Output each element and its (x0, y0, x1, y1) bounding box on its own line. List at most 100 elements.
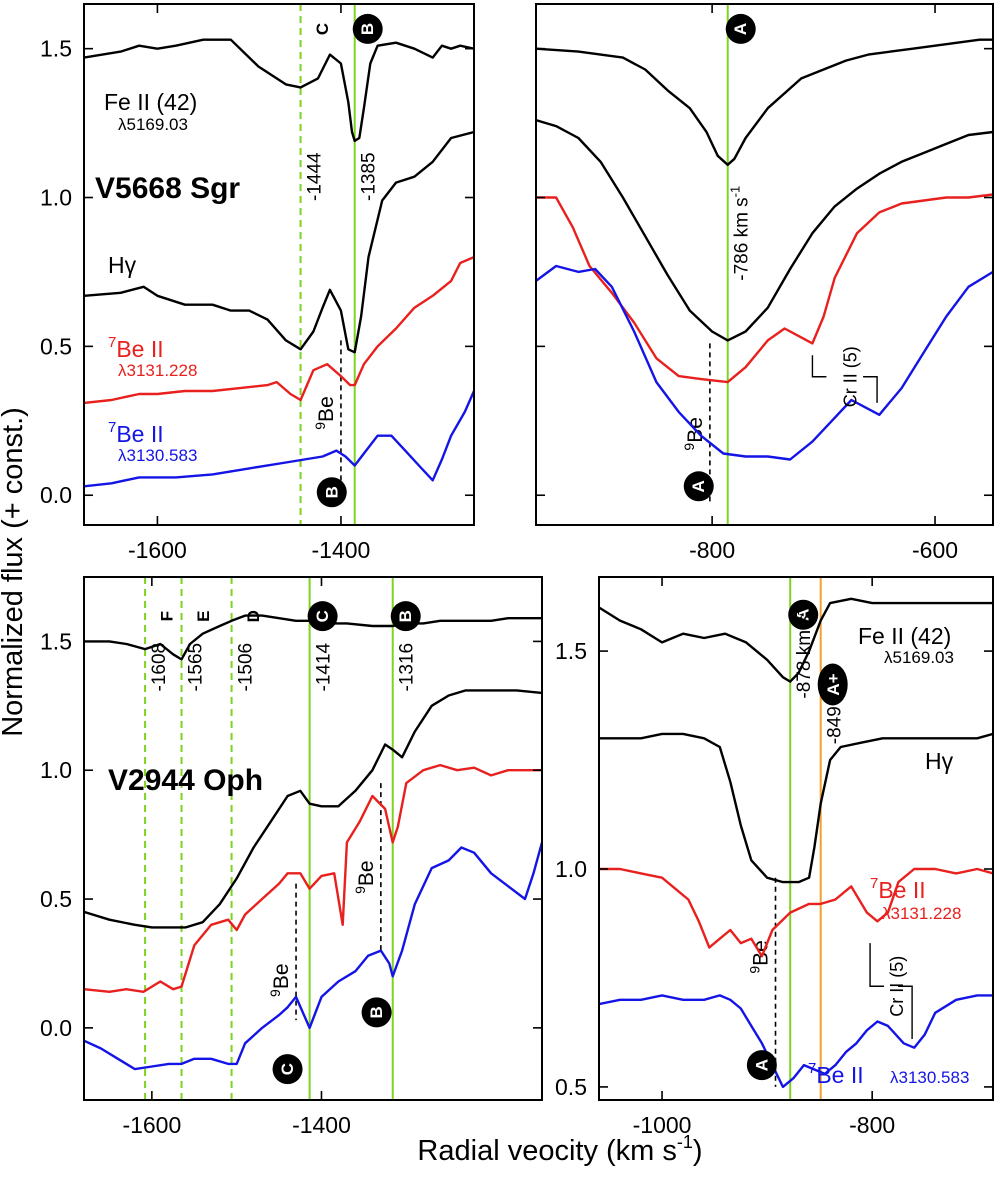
p4-xtick-label-0: -1000 (633, 1112, 692, 1138)
p2-be9-sup-0: 9 (681, 443, 697, 451)
p1-be7-blue-name: Be II (116, 421, 163, 447)
p1-comp-badge-1 (352, 13, 383, 44)
p4-feii-wavelength: λ5169.03 (884, 648, 954, 667)
p2-series-2-red (536, 193, 993, 384)
p2-bracket-label: Cr II (5) (841, 346, 861, 407)
p3-velocity-text-3: -1414 (314, 642, 335, 691)
p3-velocity-label-4: -1316 (397, 643, 418, 692)
p1-hgamma-label: Hγ (108, 252, 137, 278)
p2-comp-letter-0: A (731, 23, 750, 35)
p4-labels: Fe II (42) λ5169.03 Hγ 7Be II λ3131.228 … (808, 623, 969, 1088)
p1-velocity-label-1: -1385 (359, 152, 380, 201)
p1-velocity-text-1: -1385 (359, 152, 380, 201)
p1-xtick-label-0: -1600 (128, 537, 187, 563)
p2-frame (535, 3, 994, 526)
p4-comp-letter-0: A (794, 609, 813, 621)
p4-bracket-right (898, 985, 913, 1039)
p4-be9-sup-0: 9 (747, 966, 763, 974)
p1-series-3-blue (84, 390, 474, 488)
x-axis-label-end: ) (693, 1135, 703, 1167)
p3-circle-letter-1: B (367, 1006, 386, 1018)
p2-series-group (536, 38, 993, 461)
p3-frame (83, 576, 543, 1101)
p1-be9-sup-0: 9 (312, 422, 328, 430)
p2-xtick-label-1: -600 (912, 537, 958, 563)
p3-xtick-label-1: -1400 (292, 1112, 351, 1138)
p1-comp-letter-0: C (313, 23, 332, 35)
p4-be7-blue-label: 7Be II (808, 1060, 864, 1088)
p1-be9-text-0: Be (315, 396, 338, 422)
p2-series-0-black (536, 38, 993, 166)
p2-bracket-left (811, 355, 827, 378)
p4-series-3-blue (599, 994, 993, 1089)
p2-velocity-sup-0: -1 (728, 186, 743, 198)
p3-comp-letter-2: D (244, 610, 263, 622)
p1-xtick-label-1: -1400 (312, 537, 371, 563)
p4-be7-red-wavelength: λ3131.228 (882, 904, 961, 923)
p4-velocity-sup-0: -1 (790, 604, 805, 616)
p1-feii-wavelength: λ5169.03 (118, 115, 188, 134)
p3-panel: 9Be9BeF-1608E-1565D-1506C-1414B-1316CB-1… (40, 576, 543, 1138)
p2-xtick-label-0: -800 (689, 537, 735, 563)
p4-feii-label: Fe II (42) (858, 623, 951, 649)
p3-series-0-black (84, 614, 542, 661)
p1-panel: 9Be C -1444 B -1385 B -1600 -1400 0.0 0.5 1.0 1.5 (40, 3, 475, 563)
p3-be9-sup-0: 9 (267, 989, 283, 997)
p3-comp-letter-1: E (194, 611, 213, 622)
p4-comp-badge-1 (817, 663, 848, 706)
p1-be7-red-name: Be II (116, 336, 163, 362)
p1-be7-red-label: 7Be II (108, 334, 164, 362)
p4-hgamma-label: Hγ (925, 748, 954, 774)
p3-nova-name: V2944 Oph (108, 764, 263, 797)
p1-comp-letter-1: B (358, 23, 377, 35)
p3-comp-badge-4 (390, 601, 421, 632)
p4-velocity-label-1: -849 (825, 706, 846, 744)
p4-be9-label-0: 9Be (747, 940, 773, 973)
x-axis-label-sup: -1 (677, 1132, 693, 1152)
p4-xtick-label-1: -800 (849, 1112, 895, 1138)
p4-be7-blue-name: Be II (816, 1062, 863, 1088)
p3-velocity-text-2: -1506 (236, 643, 257, 692)
p3-comp-letter-4: B (396, 610, 415, 622)
p1-nova-name: V5668 Sgr (95, 172, 240, 205)
p3-ytick-label-1: 0.5 (40, 886, 72, 912)
p3-velocity-text-0: -1608 (149, 643, 170, 692)
p4-velocity-text-1: -849 (825, 706, 846, 744)
p1-ytick-label-0: 0.0 (40, 482, 72, 508)
p1-velocity-text-0: -1444 (305, 152, 326, 201)
p1-ytick-label-1: 0.5 (40, 333, 72, 359)
p2-series-1-black (536, 118, 993, 342)
p4-ytick-label-1: 1.0 (555, 856, 587, 882)
p2-circle-letter-0: A (689, 480, 708, 492)
p3-circle-badge-1 (361, 997, 392, 1028)
p4-series-0-black (599, 597, 993, 683)
p3-be9-label-1: 9Be (352, 860, 378, 893)
x-axis-label: Radial veocity (km s-1) (417, 1132, 702, 1167)
p4-ytick-label-2: 1.5 (555, 638, 587, 664)
p3-comp-badge-3 (307, 601, 338, 632)
p1-be9-label-0: 9Be (312, 396, 338, 429)
p2-comp-badge-0 (725, 13, 756, 44)
p1-ytick-label-3: 1.5 (40, 36, 72, 62)
p3-velocity-label-1: -1565 (186, 643, 207, 692)
p3-velocity-text-4: -1316 (397, 643, 418, 692)
p2-panel: 9Be A -786 km s-1 A Cr II (5) -800 -600 (535, 3, 994, 563)
p3-velocity-label-0: -1608 (149, 643, 170, 692)
p3-be9-label-0: 9Be (267, 963, 293, 996)
p1-circle-badge-0 (316, 477, 347, 508)
p3-be9-text-0: Be (270, 963, 293, 989)
p4-be7-red-mass: 7 (870, 875, 878, 892)
p1-be7-red-wavelength: λ3131.228 (118, 361, 197, 380)
p3-comp-letter-0: F (158, 611, 177, 621)
p1-be7-blue-wavelength: λ3130.583 (118, 446, 197, 465)
p1-series-2-red (84, 255, 474, 405)
p3-ytick-label-2: 1.0 (40, 757, 72, 783)
p1-series-0-black (84, 38, 474, 143)
p1-be7-blue-mass: 7 (108, 419, 116, 436)
p4-comp-badge-0 (788, 599, 819, 630)
p2-be9-label-0: 9Be (681, 417, 707, 450)
p3-be9-text-1: Be (355, 860, 378, 886)
